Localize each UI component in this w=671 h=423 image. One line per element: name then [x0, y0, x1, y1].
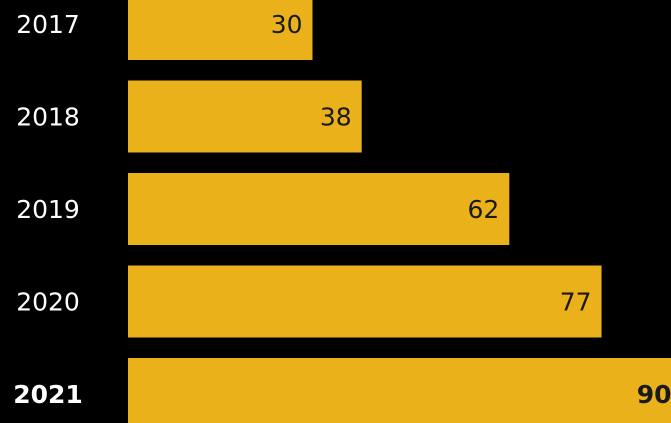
- y-tick-label: 2019: [16, 195, 80, 224]
- value-label: 62: [467, 195, 499, 224]
- bar: [128, 80, 362, 153]
- y-tick-label: 2021: [13, 380, 83, 409]
- y-tick-label: 2018: [16, 103, 80, 132]
- bar: [128, 0, 313, 60]
- bar: [128, 265, 602, 338]
- value-label: 90: [637, 380, 671, 409]
- value-label: 30: [271, 10, 303, 39]
- y-tick-label: 2017: [16, 10, 80, 39]
- bar: [128, 358, 671, 423]
- value-label: 38: [320, 103, 352, 132]
- bar: [128, 173, 510, 245]
- y-tick-label: 2020: [16, 288, 80, 317]
- value-label: 77: [560, 288, 592, 317]
